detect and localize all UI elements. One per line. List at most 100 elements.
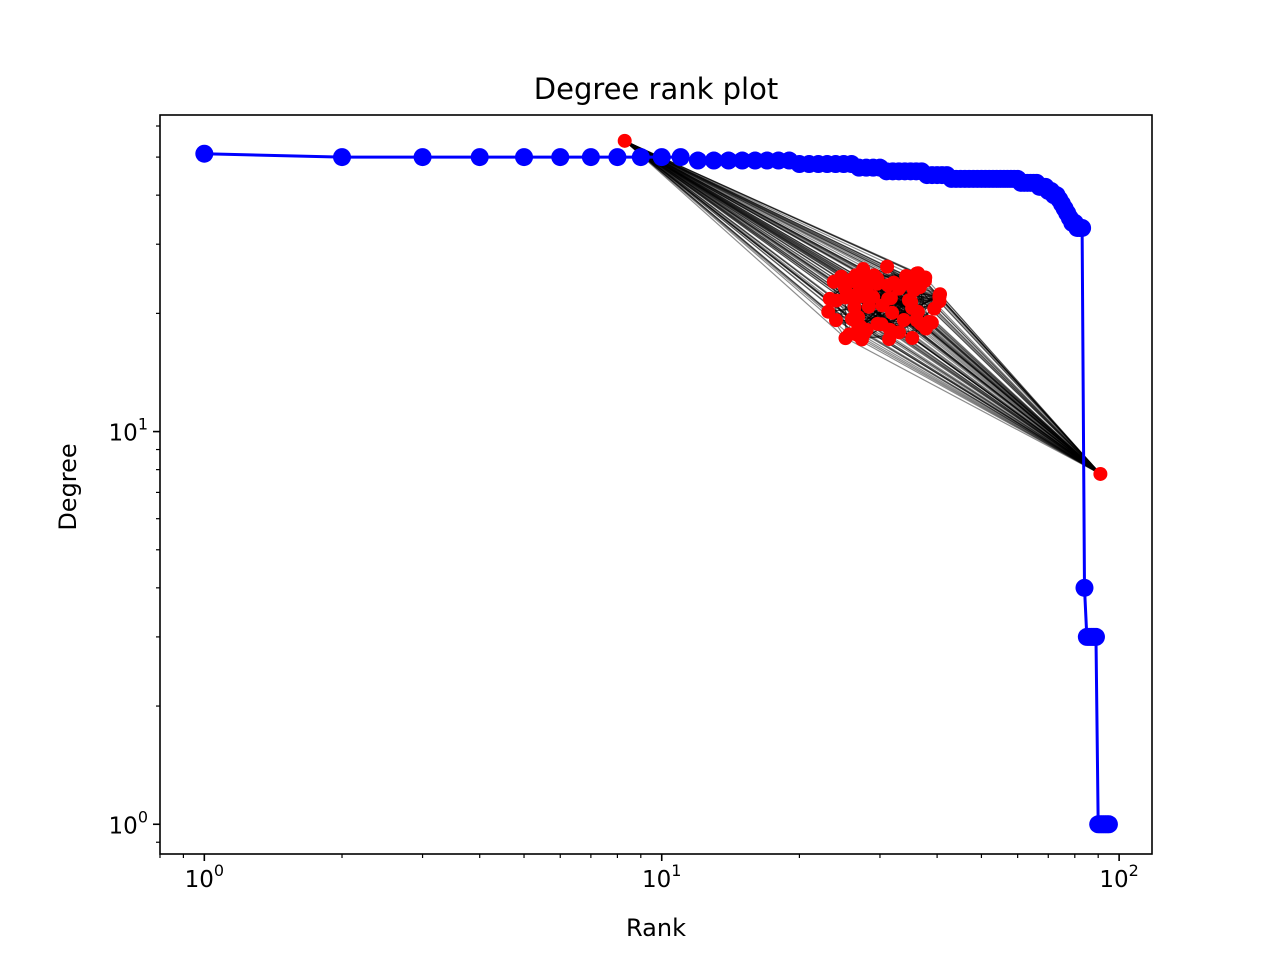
graph-edge	[624, 140, 860, 326]
graph-edge	[624, 140, 878, 285]
graph-edge	[903, 319, 1101, 475]
series-line	[204, 152, 1109, 826]
series-point	[470, 148, 489, 167]
graph-edge	[624, 140, 853, 320]
series-point	[1086, 627, 1105, 646]
graph-node	[847, 300, 862, 315]
graph-node	[848, 268, 863, 283]
graph-node	[880, 259, 895, 274]
series-point	[1099, 815, 1118, 834]
graph-node	[904, 294, 919, 309]
graph-node	[905, 331, 920, 346]
graph-edge	[624, 140, 911, 281]
series-point	[688, 151, 707, 170]
graph-edge	[624, 140, 855, 296]
graph-edge	[925, 328, 1101, 475]
graph-node	[881, 291, 896, 306]
graph-edge	[891, 312, 1101, 475]
series-point	[551, 148, 570, 167]
y-tick-label: 101	[109, 415, 148, 447]
series-point	[195, 144, 214, 163]
graph-edge	[939, 293, 1101, 475]
graph-edge	[933, 308, 1101, 475]
graph-edge	[624, 140, 859, 330]
series-point	[631, 148, 650, 167]
graph-edge	[855, 320, 1101, 475]
series-point	[1075, 578, 1094, 597]
graph-edge	[910, 284, 1101, 475]
x-tick-label: 100	[185, 861, 224, 893]
axes: 100 101 102 100 101	[109, 125, 1139, 893]
graph-edge	[827, 311, 1101, 475]
graph-node	[885, 305, 900, 320]
graph-node	[914, 317, 929, 332]
graph-edge	[916, 319, 1101, 475]
graph-hub-node	[1093, 466, 1108, 481]
graph-node	[870, 271, 885, 286]
graph-edge	[928, 321, 1101, 475]
series-point	[608, 148, 627, 167]
graph-node	[856, 281, 871, 296]
graph-node	[924, 315, 939, 330]
graph-edge	[624, 140, 863, 340]
graph-edge	[624, 140, 892, 299]
graph-edge	[931, 322, 1101, 475]
graph-edge	[908, 299, 1101, 475]
graph-edge	[624, 140, 850, 335]
graph-node	[896, 312, 911, 327]
graph-edge	[924, 280, 1101, 475]
series-point	[671, 148, 690, 167]
series-point	[581, 148, 600, 167]
series-point	[733, 151, 752, 170]
graph-edge	[863, 333, 1101, 475]
chart-title: Degree rank plot	[534, 72, 778, 106]
graph-edge	[624, 140, 912, 286]
graph-edge	[939, 300, 1101, 475]
graph-node	[883, 322, 898, 337]
graph-edge	[920, 323, 1101, 475]
series-point	[515, 148, 534, 167]
graph-edge	[624, 140, 856, 322]
graph-edge	[856, 334, 1101, 475]
graph-edge	[938, 296, 1101, 475]
x-axis-label: Rank	[626, 914, 686, 942]
graph-edge	[624, 140, 918, 274]
graph-edge	[858, 324, 1101, 475]
degree-series	[195, 144, 1118, 834]
graph-edge	[624, 140, 846, 339]
graph-node	[933, 287, 948, 302]
graph-node	[838, 331, 853, 346]
graph-edge	[624, 140, 859, 318]
graph-edge	[624, 140, 922, 284]
graph-node	[861, 299, 876, 314]
graph-edge	[624, 140, 837, 321]
graph-edge	[624, 140, 921, 288]
graph-edge	[893, 282, 1101, 475]
graph-edge	[913, 289, 1101, 475]
graph-edge	[939, 295, 1101, 475]
series-point	[413, 148, 432, 167]
graph-node	[828, 313, 843, 328]
graph-node	[850, 327, 865, 342]
graph-node	[826, 274, 841, 289]
graph-edge	[861, 338, 1101, 475]
graph-edge	[624, 140, 926, 282]
graph-edge	[921, 282, 1101, 475]
plot-frame	[159, 114, 1153, 855]
graph-edge	[917, 311, 1101, 475]
graph-edge	[624, 140, 861, 327]
series-point	[1073, 218, 1092, 237]
graph-edge	[857, 316, 1101, 475]
graph-edge	[917, 273, 1101, 475]
graph-edge	[916, 318, 1101, 475]
graph-edge	[845, 337, 1101, 475]
graph-edge	[624, 140, 907, 277]
graph-edge	[888, 338, 1101, 475]
graph-node	[822, 291, 837, 306]
graph-edge	[917, 272, 1101, 475]
y-axis-label: Degree	[54, 443, 82, 530]
series-point	[704, 151, 723, 170]
inset-graph	[617, 133, 1108, 481]
graph-edge	[624, 140, 900, 290]
